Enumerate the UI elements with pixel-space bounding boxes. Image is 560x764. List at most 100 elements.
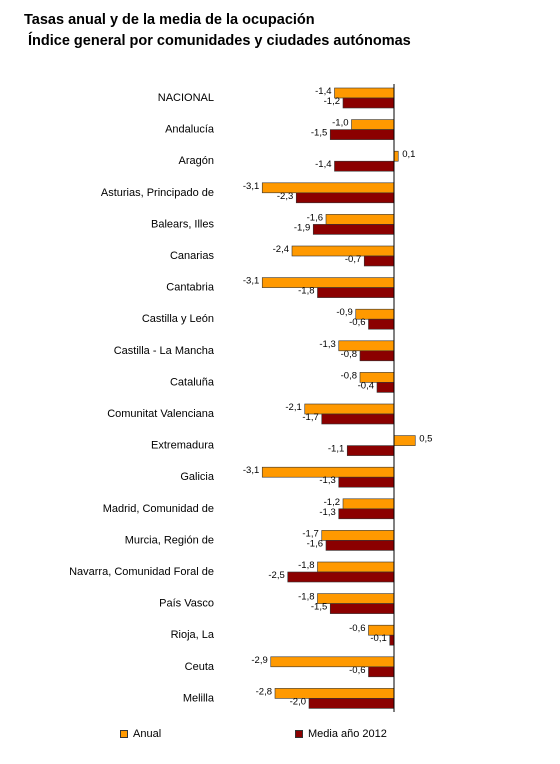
data-label: -1,8 bbox=[298, 592, 314, 603]
bar-anual bbox=[261, 277, 395, 288]
bar-media bbox=[368, 318, 395, 330]
data-label: -1,5 bbox=[311, 128, 327, 139]
category-label: Rioja, La bbox=[171, 629, 215, 641]
legend-swatch-anual bbox=[120, 730, 128, 738]
category-label: Balears, Illes bbox=[151, 218, 214, 230]
bar-media bbox=[338, 476, 395, 488]
bar-anual bbox=[325, 214, 395, 225]
category-label: Canarias bbox=[170, 250, 215, 262]
data-label: -2,5 bbox=[268, 570, 284, 581]
category-label: Castilla y León bbox=[142, 313, 214, 325]
category-label: Navarra, Comunidad Foral de bbox=[69, 566, 214, 578]
data-label: -1,5 bbox=[311, 602, 327, 613]
bar-anual bbox=[342, 498, 395, 510]
bar-media bbox=[317, 287, 395, 298]
category-label: Cantabria bbox=[166, 282, 215, 294]
category-label: Castilla - La Mancha bbox=[114, 345, 215, 357]
data-label: -0,6 bbox=[349, 623, 365, 634]
bar-media bbox=[338, 508, 395, 520]
data-label: -1,0 bbox=[332, 118, 348, 129]
bar-media bbox=[325, 540, 395, 551]
bar-anual bbox=[270, 656, 395, 668]
data-label: -1,2 bbox=[324, 497, 340, 508]
category-label: Ceuta bbox=[185, 661, 215, 673]
category-label: Cataluña bbox=[170, 376, 215, 388]
bar-media bbox=[368, 666, 395, 678]
category-label: Galicia bbox=[180, 471, 215, 483]
category-label: País Vasco bbox=[159, 598, 214, 610]
chart-title: Tasas anual y de la media de la ocupació… bbox=[24, 12, 315, 28]
category-label: Aragón bbox=[179, 155, 214, 167]
bar-anual bbox=[334, 87, 395, 99]
bar-anual bbox=[393, 150, 399, 162]
data-label: -1,3 bbox=[319, 339, 335, 350]
data-label: -2,4 bbox=[273, 244, 289, 255]
data-label: -1,7 bbox=[302, 528, 318, 539]
data-label: -0,8 bbox=[341, 349, 357, 360]
data-label: -1,3 bbox=[319, 475, 335, 486]
data-label: -2,1 bbox=[285, 402, 301, 413]
data-label: -0,9 bbox=[336, 307, 352, 318]
bar-media bbox=[389, 634, 395, 646]
legend-item-anual: Anual bbox=[120, 728, 161, 740]
bar-anual bbox=[351, 119, 395, 130]
bar-media bbox=[376, 382, 395, 393]
chart-subtitle: Índice general por comunidades y ciudade… bbox=[28, 33, 411, 49]
data-label: -0,6 bbox=[349, 665, 365, 676]
data-label: -1,6 bbox=[307, 538, 323, 549]
category-label: Asturias, Principado de bbox=[101, 187, 214, 199]
data-label: -0,4 bbox=[358, 380, 374, 391]
data-label: -1,2 bbox=[324, 96, 340, 107]
data-label: -2,9 bbox=[251, 655, 267, 666]
data-label: -0,1 bbox=[370, 633, 386, 644]
data-label: -1,4 bbox=[315, 159, 331, 170]
data-label: -2,8 bbox=[256, 686, 272, 697]
data-label: -1,6 bbox=[307, 212, 323, 223]
data-label: -1,7 bbox=[302, 412, 318, 423]
data-label: -1,9 bbox=[294, 222, 310, 233]
legend-label-media: Media año 2012 bbox=[308, 728, 387, 740]
data-label: -0,6 bbox=[349, 317, 365, 328]
data-label: -2,0 bbox=[290, 696, 306, 707]
bar-anual bbox=[393, 435, 416, 446]
bar-anual bbox=[317, 593, 395, 604]
data-label: -1,8 bbox=[298, 560, 314, 571]
data-label: -1,3 bbox=[319, 507, 335, 518]
bar-anual bbox=[291, 245, 395, 257]
data-label: -0,8 bbox=[341, 370, 357, 381]
bar-media bbox=[312, 224, 395, 235]
bar-media bbox=[334, 160, 395, 172]
data-label: -1,8 bbox=[298, 286, 314, 297]
category-label: Extremadura bbox=[151, 440, 215, 452]
bar-media bbox=[329, 129, 395, 140]
bar-media bbox=[363, 255, 395, 267]
category-label: Comunitat Valenciana bbox=[107, 408, 215, 420]
category-label: NACIONAL bbox=[158, 92, 214, 104]
category-label: Melilla bbox=[183, 692, 215, 704]
data-label: -2,3 bbox=[277, 191, 293, 202]
category-label: Madrid, Comunidad de bbox=[103, 503, 214, 515]
bar-media bbox=[342, 97, 395, 109]
legend-item-media: Media año 2012 bbox=[295, 728, 387, 740]
bar-media bbox=[359, 350, 395, 362]
data-label: 0,1 bbox=[402, 149, 415, 160]
legend-swatch-media bbox=[295, 730, 303, 738]
bar-media bbox=[329, 603, 395, 614]
bar-media bbox=[308, 698, 395, 709]
category-label: Andalucía bbox=[165, 124, 215, 136]
data-label: 0,5 bbox=[419, 434, 432, 445]
bar-media bbox=[346, 445, 395, 456]
legend-label-anual: Anual bbox=[133, 728, 162, 740]
bar-anual bbox=[321, 530, 395, 541]
bar-media bbox=[287, 571, 395, 583]
bar-anual bbox=[317, 561, 395, 573]
bar-media bbox=[295, 192, 395, 204]
category-label: Murcia, Región de bbox=[125, 534, 214, 546]
data-label: -3,1 bbox=[243, 276, 259, 287]
bar-media bbox=[321, 413, 395, 425]
data-label: -1,1 bbox=[328, 444, 344, 455]
data-label: -1,4 bbox=[315, 86, 331, 97]
data-label: -3,1 bbox=[243, 465, 259, 476]
data-label: -0,7 bbox=[345, 254, 361, 265]
